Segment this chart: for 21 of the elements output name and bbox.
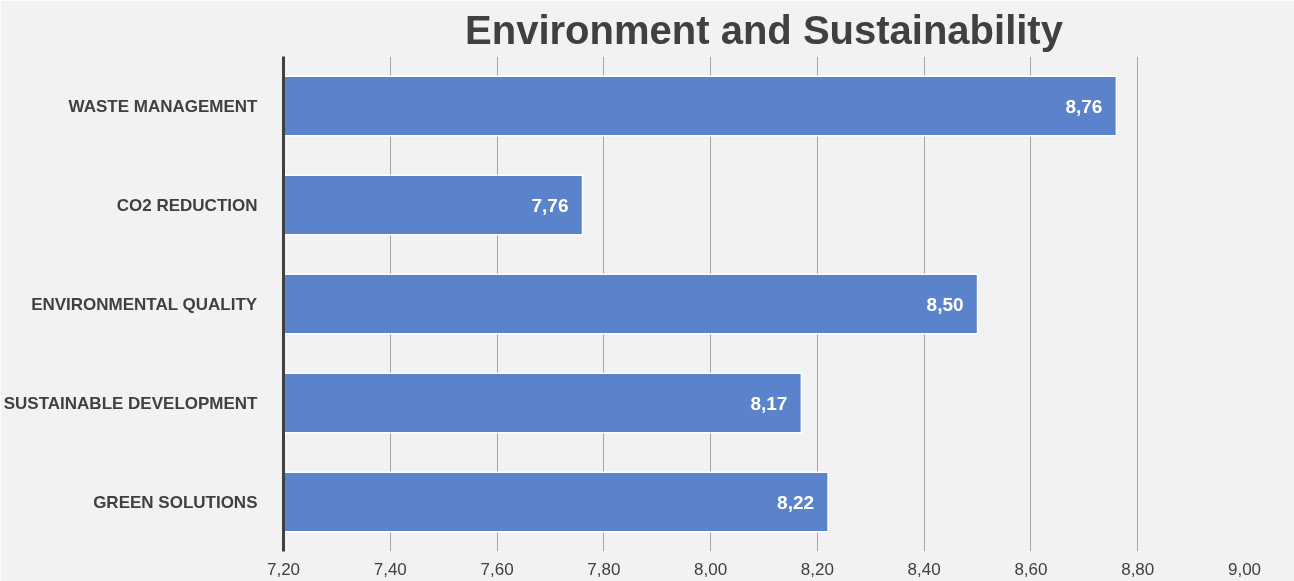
data-label: 7,76	[531, 194, 569, 216]
y-tick-label: SUSTAINABLE DEVELOPMENT	[3, 393, 259, 413]
y-tick-label: GREEN SOLUTIONS	[93, 492, 258, 512]
y-tick-label: CO2 REDUCTION	[116, 195, 258, 215]
data-label: 8,50	[926, 293, 964, 315]
x-tick-label: 7,20	[266, 559, 301, 579]
x-tick-label: 8,60	[1014, 559, 1048, 579]
x-tick-label: 8,00	[694, 559, 728, 579]
y-tick-label: WASTE MANAGEMENT	[68, 96, 259, 116]
data-label: 8,76	[1065, 95, 1103, 117]
x-tick-label: 8,40	[907, 559, 941, 579]
data-label: 8,17	[750, 392, 788, 414]
x-tick-label: 7,80	[587, 559, 621, 579]
y-tick-label: ENVIRONMENTAL QUALITY	[31, 294, 258, 314]
x-tick-label: 7,40	[373, 559, 407, 579]
x-tick-label: 8,80	[1121, 559, 1155, 579]
data-label: 8,22	[777, 491, 815, 513]
x-tick-label: 7,60	[480, 559, 514, 579]
chart-title: Environment and Sustainability	[465, 7, 1064, 52]
x-tick-label: 9,00	[1227, 559, 1262, 579]
x-tick-label: 8,20	[800, 559, 834, 579]
